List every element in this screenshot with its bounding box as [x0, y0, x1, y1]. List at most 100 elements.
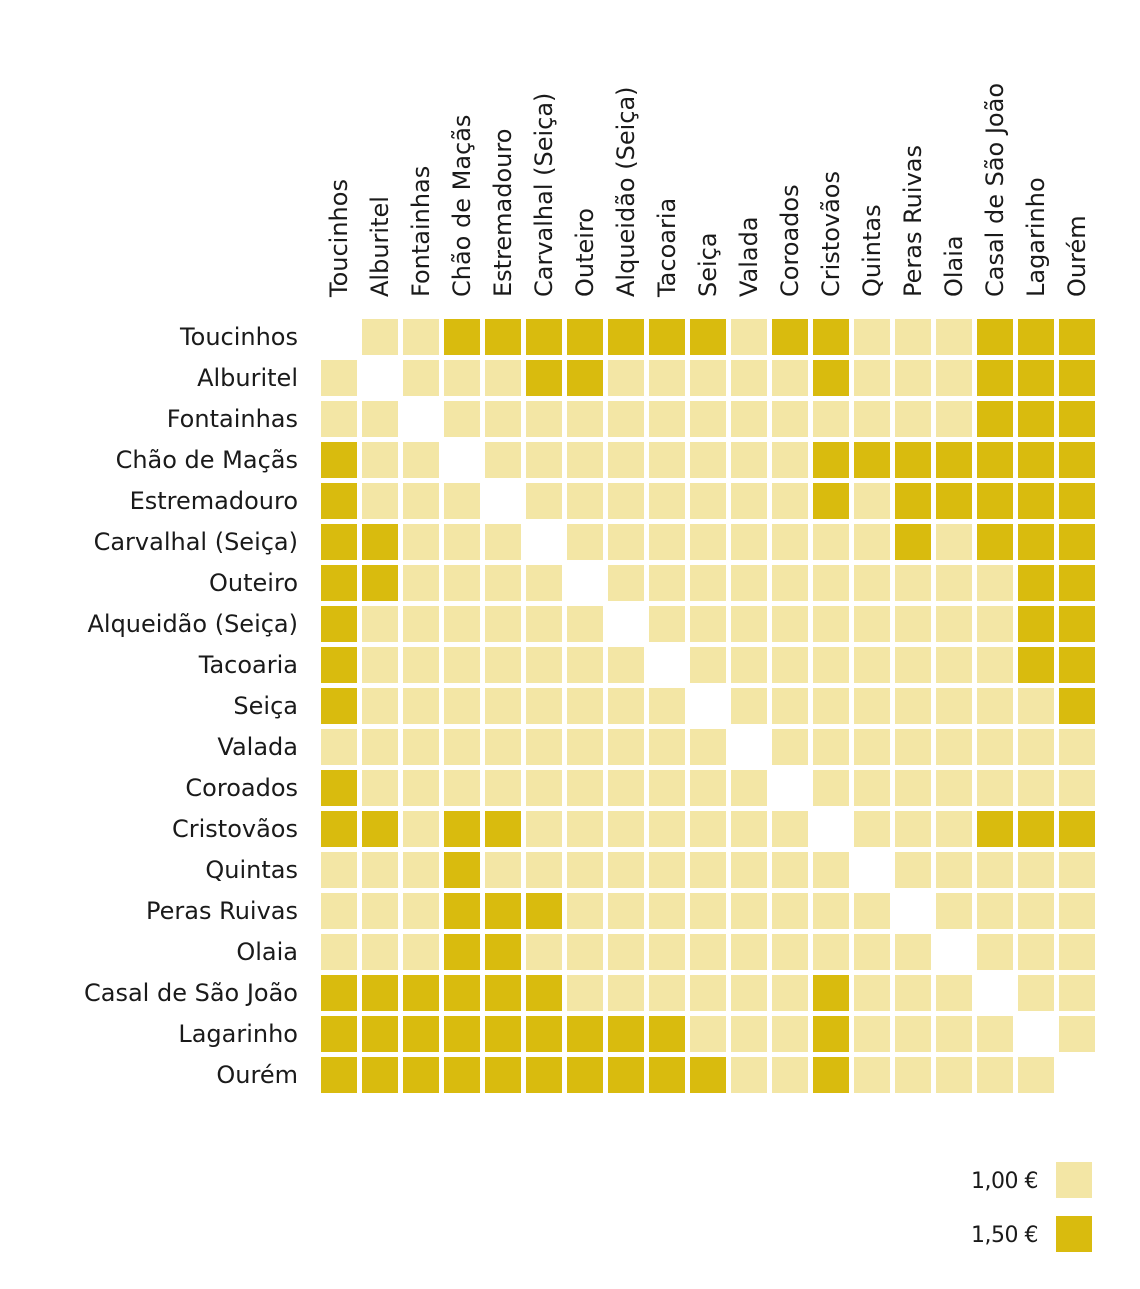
heatmap-cell [362, 852, 398, 888]
heatmap-cell [731, 934, 767, 970]
heatmap-cell [813, 893, 849, 929]
heatmap-cell [321, 483, 357, 519]
heatmap-cell [1059, 524, 1095, 560]
heatmap-cell [772, 729, 808, 765]
heatmap-cell [854, 811, 890, 847]
heatmap-cell [608, 1016, 644, 1052]
heatmap-cell [772, 483, 808, 519]
row-label: Outeiro [209, 569, 298, 597]
heatmap-cell [936, 852, 972, 888]
row-label: Estremadouro [130, 487, 298, 515]
heatmap-cell [649, 319, 685, 355]
heatmap-cell [1059, 811, 1095, 847]
heatmap-cell [1059, 565, 1095, 601]
heatmap-cell [1018, 934, 1054, 970]
heatmap-cell [854, 1057, 890, 1093]
heatmap-cell [526, 1057, 562, 1093]
heatmap-cell [895, 360, 931, 396]
heatmap-cell [608, 524, 644, 560]
heatmap-cell [649, 770, 685, 806]
heatmap-cell [813, 442, 849, 478]
heatmap-cell [854, 647, 890, 683]
heatmap-cell [567, 524, 603, 560]
heatmap-cell [731, 852, 767, 888]
heatmap-cell [936, 1016, 972, 1052]
heatmap-cell [362, 319, 398, 355]
row-label: Carvalhal (Seiça) [94, 528, 298, 556]
heatmap-cell [649, 360, 685, 396]
heatmap-cell [485, 442, 521, 478]
heatmap-cell [1018, 524, 1054, 560]
row-label: Fontainhas [167, 405, 298, 433]
heatmap-cell [1018, 442, 1054, 478]
heatmap-cell [895, 524, 931, 560]
heatmap-cell [649, 893, 685, 929]
heatmap-cell [444, 524, 480, 560]
heatmap-cell [526, 893, 562, 929]
row-label: Coroados [185, 774, 298, 802]
column-label: Fontainhas [407, 166, 435, 297]
column-label: Chão de Maçãs [448, 115, 476, 297]
heatmap-cell [813, 688, 849, 724]
heatmap-cell [731, 565, 767, 601]
heatmap-cell [321, 401, 357, 437]
heatmap-cell [936, 811, 972, 847]
legend-label: 1,50 € [971, 1223, 1038, 1248]
row-label: Casal de São João [84, 979, 298, 1007]
heatmap-cell [1059, 360, 1095, 396]
heatmap-cell [649, 729, 685, 765]
heatmap-cell [731, 606, 767, 642]
heatmap-cell [895, 565, 931, 601]
heatmap-cell [1059, 975, 1095, 1011]
heatmap-cell [936, 483, 972, 519]
heatmap-cell [444, 811, 480, 847]
heatmap-cell [526, 770, 562, 806]
heatmap-cell [772, 688, 808, 724]
heatmap-cell [485, 811, 521, 847]
heatmap-cell [485, 565, 521, 601]
heatmap-cell [977, 729, 1013, 765]
heatmap-cell [895, 1016, 931, 1052]
heatmap-cell [1018, 893, 1054, 929]
heatmap-cell [362, 934, 398, 970]
row-label: Alqueidão (Seiça) [87, 610, 298, 638]
heatmap-cell [772, 1057, 808, 1093]
heatmap-cell [895, 770, 931, 806]
row-label: Quintas [205, 856, 298, 884]
heatmap-cell [362, 483, 398, 519]
heatmap-cell [895, 1057, 931, 1093]
heatmap-cell [731, 524, 767, 560]
heatmap-cell [403, 852, 439, 888]
heatmap-cell [485, 401, 521, 437]
heatmap-cell [772, 401, 808, 437]
column-label: Quintas [858, 204, 886, 297]
heatmap-cell [485, 852, 521, 888]
heatmap-cell [895, 647, 931, 683]
heatmap-cell [813, 647, 849, 683]
heatmap-cell [403, 811, 439, 847]
heatmap-cell [567, 647, 603, 683]
heatmap-cell [854, 319, 890, 355]
heatmap-cell [526, 442, 562, 478]
heatmap-cell [362, 1016, 398, 1052]
heatmap-cell [772, 852, 808, 888]
heatmap-cell [1059, 483, 1095, 519]
heatmap-cell [854, 770, 890, 806]
heatmap-cell [731, 442, 767, 478]
heatmap-cell [485, 1057, 521, 1093]
heatmap-cell [1059, 319, 1095, 355]
heatmap-cell [649, 442, 685, 478]
heatmap-cell [649, 1016, 685, 1052]
heatmap-cell [567, 893, 603, 929]
heatmap-cell [936, 975, 972, 1011]
heatmap-cell [403, 442, 439, 478]
heatmap-cell [813, 770, 849, 806]
heatmap-cell [977, 852, 1013, 888]
heatmap-cell [362, 688, 398, 724]
heatmap-cell [567, 729, 603, 765]
heatmap-cell [567, 483, 603, 519]
heatmap-cell [649, 934, 685, 970]
heatmap-cell [321, 360, 357, 396]
heatmap-cell [649, 975, 685, 1011]
heatmap-cell [608, 688, 644, 724]
